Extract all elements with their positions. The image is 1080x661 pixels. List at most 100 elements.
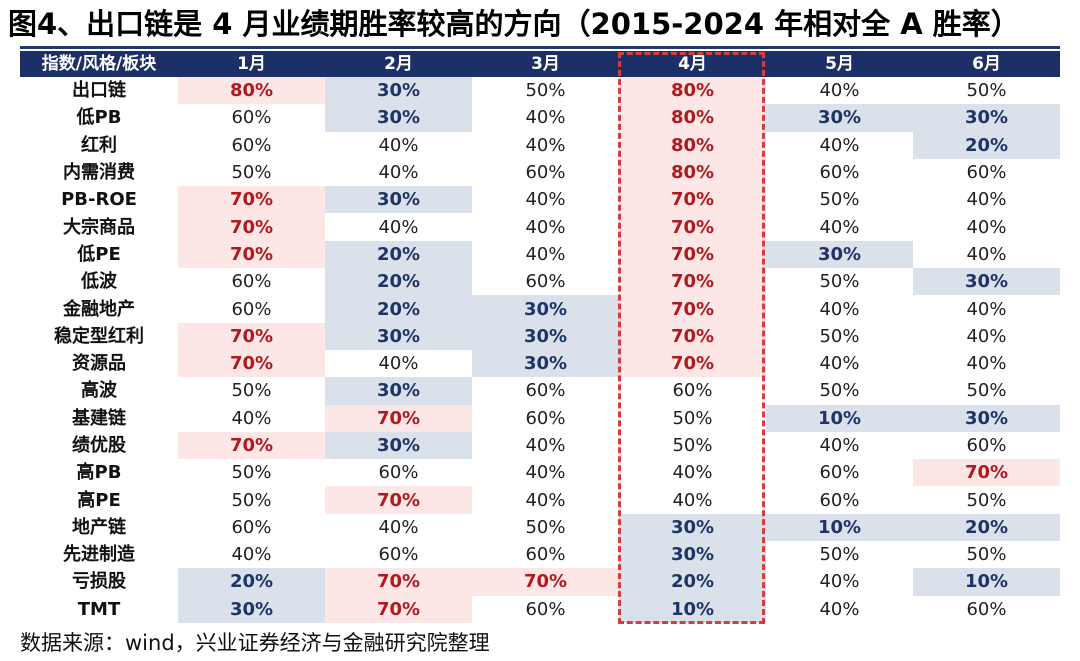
win-rate-cell: 40% [966, 216, 1007, 238]
title-divider [20, 46, 1060, 49]
win-rate-cell: 50% [966, 80, 1007, 102]
win-rate-cell: 50% [819, 271, 860, 293]
row-label: 大宗商品 [63, 216, 135, 238]
win-rate-cell: 40% [525, 134, 566, 156]
win-rate-cell: 80% [619, 131, 766, 159]
header-category: 指数/风格/板块 [20, 51, 178, 77]
win-rate-cell: 30% [766, 240, 913, 269]
figure-title: 图4、出口链是 4 月业绩期胜率较高的方向（2015-2024 年相对全 A 胜… [8, 7, 1020, 41]
table-row: 稳定型红利 70% 30% 30% 70% 50% 40% [20, 322, 1060, 350]
win-rate-cell: 30% [325, 431, 472, 460]
win-rate-cell: 40% [966, 353, 1007, 375]
win-rate-cell: 50% [819, 189, 860, 211]
win-rate-cell: 30% [472, 295, 619, 323]
win-rate-cell: 30% [619, 541, 766, 569]
win-rate-cell: 70% [619, 213, 766, 241]
win-rate-cell: 60% [819, 162, 860, 184]
row-label: 资源品 [72, 353, 126, 375]
row-label: 低波 [81, 271, 117, 293]
win-rate-cell: 40% [819, 353, 860, 375]
win-rate-cell: 70% [325, 404, 472, 432]
win-rate-cell: 50% [231, 162, 272, 184]
win-rate-cell: 30% [325, 377, 472, 405]
win-rate-cell: 30% [472, 322, 619, 350]
win-rate-cell: 50% [819, 380, 860, 402]
win-rate-cell: 40% [525, 489, 566, 511]
win-rate-cell: 60% [819, 462, 860, 484]
win-rate-cell: 40% [525, 107, 566, 129]
win-rate-cell: 60% [525, 598, 566, 620]
row-label: 红利 [81, 134, 117, 156]
win-rate-cell: 40% [819, 134, 860, 156]
win-rate-cell: 70% [619, 349, 766, 378]
win-rate-cell: 80% [619, 77, 766, 105]
win-rate-cell: 70% [619, 240, 766, 269]
win-rate-cell: 60% [231, 516, 272, 538]
row-label: 稳定型红利 [54, 325, 144, 347]
win-rate-cell: 70% [325, 568, 472, 596]
win-rate-cell: 40% [819, 571, 860, 593]
win-rate-cell: 40% [231, 407, 272, 429]
win-rate-cell: 50% [525, 516, 566, 538]
win-rate-cell: 60% [525, 271, 566, 293]
header-may: 5月 [766, 51, 913, 77]
header-mar: 3月 [472, 51, 619, 77]
win-rate-cell: 20% [619, 568, 766, 596]
win-rate-cell: 50% [231, 489, 272, 511]
win-rate-cell: 30% [472, 349, 619, 378]
win-rate-cell: 30% [913, 404, 1060, 432]
win-rate-cell: 40% [672, 462, 713, 484]
win-rate-cell: 70% [178, 213, 325, 241]
table-header-row: 指数/风格/板块 1月 2月 3月 4月 5月 6月 [20, 51, 1060, 77]
win-rate-cell: 60% [525, 162, 566, 184]
win-rate-cell: 50% [819, 544, 860, 566]
win-rate-cell: 40% [231, 544, 272, 566]
win-rate-cell: 50% [525, 80, 566, 102]
row-label: 高PE [77, 489, 121, 511]
win-rate-cell: 20% [913, 513, 1060, 542]
table-row: 资源品 70% 40% 30% 70% 40% 40% [20, 349, 1060, 378]
win-rate-cell: 40% [378, 516, 419, 538]
table-row: 低波 60% 20% 60% 70% 50% 30% [20, 268, 1060, 296]
win-rate-cell: 30% [619, 513, 766, 542]
table-row: 大宗商品 70% 40% 40% 70% 40% 40% [20, 213, 1060, 241]
win-rate-cell: 70% [178, 431, 325, 460]
win-rate-cell: 30% [325, 322, 472, 350]
win-rate-cell: 50% [672, 435, 713, 456]
win-rate-cell: 30% [325, 104, 472, 132]
win-rate-cell: 70% [913, 459, 1060, 487]
row-label: TMT [77, 598, 121, 620]
win-rate-cell: 40% [819, 298, 860, 320]
win-rate-cell: 60% [378, 544, 419, 566]
win-rate-cell: 30% [766, 104, 913, 132]
table-row: 出口链 80% 30% 50% 80% 40% 50% [20, 77, 1060, 105]
header-feb: 2月 [325, 51, 472, 77]
win-rate-cell: 70% [619, 295, 766, 323]
row-label: 地产链 [72, 516, 126, 538]
win-rate-cell: 40% [378, 134, 419, 156]
win-rate-cell: 40% [378, 216, 419, 238]
win-rate-cell: 30% [178, 595, 325, 623]
win-rate-cell: 80% [619, 104, 766, 132]
row-label: 内需消费 [63, 162, 135, 184]
table-row: 先进制造 40% 60% 60% 30% 50% 50% [20, 541, 1060, 569]
row-label: 基建链 [72, 407, 126, 429]
win-rate-cell: 50% [966, 489, 1007, 511]
win-rate-cell: 10% [913, 568, 1060, 596]
win-rate-cell: 40% [819, 598, 860, 620]
table-row: 亏损股 20% 70% 70% 20% 40% 10% [20, 568, 1060, 596]
row-label: 低PB [76, 107, 122, 129]
win-rate-cell: 20% [325, 295, 472, 323]
table-row: 基建链 40% 70% 60% 50% 10% 30% [20, 404, 1060, 432]
win-rate-cell: 40% [525, 243, 566, 265]
row-label: 金融地产 [63, 298, 135, 320]
win-rate-cell: 40% [525, 435, 566, 456]
win-rate-cell: 40% [525, 216, 566, 238]
win-rate-cell: 50% [966, 380, 1007, 402]
table-row: 高波 50% 30% 60% 60% 50% 50% [20, 377, 1060, 405]
win-rate-cell: 70% [325, 595, 472, 623]
win-rate-cell: 30% [325, 186, 472, 214]
win-rate-cell: 60% [378, 462, 419, 484]
win-rate-cell: 70% [472, 568, 619, 596]
win-rate-cell: 70% [178, 349, 325, 378]
